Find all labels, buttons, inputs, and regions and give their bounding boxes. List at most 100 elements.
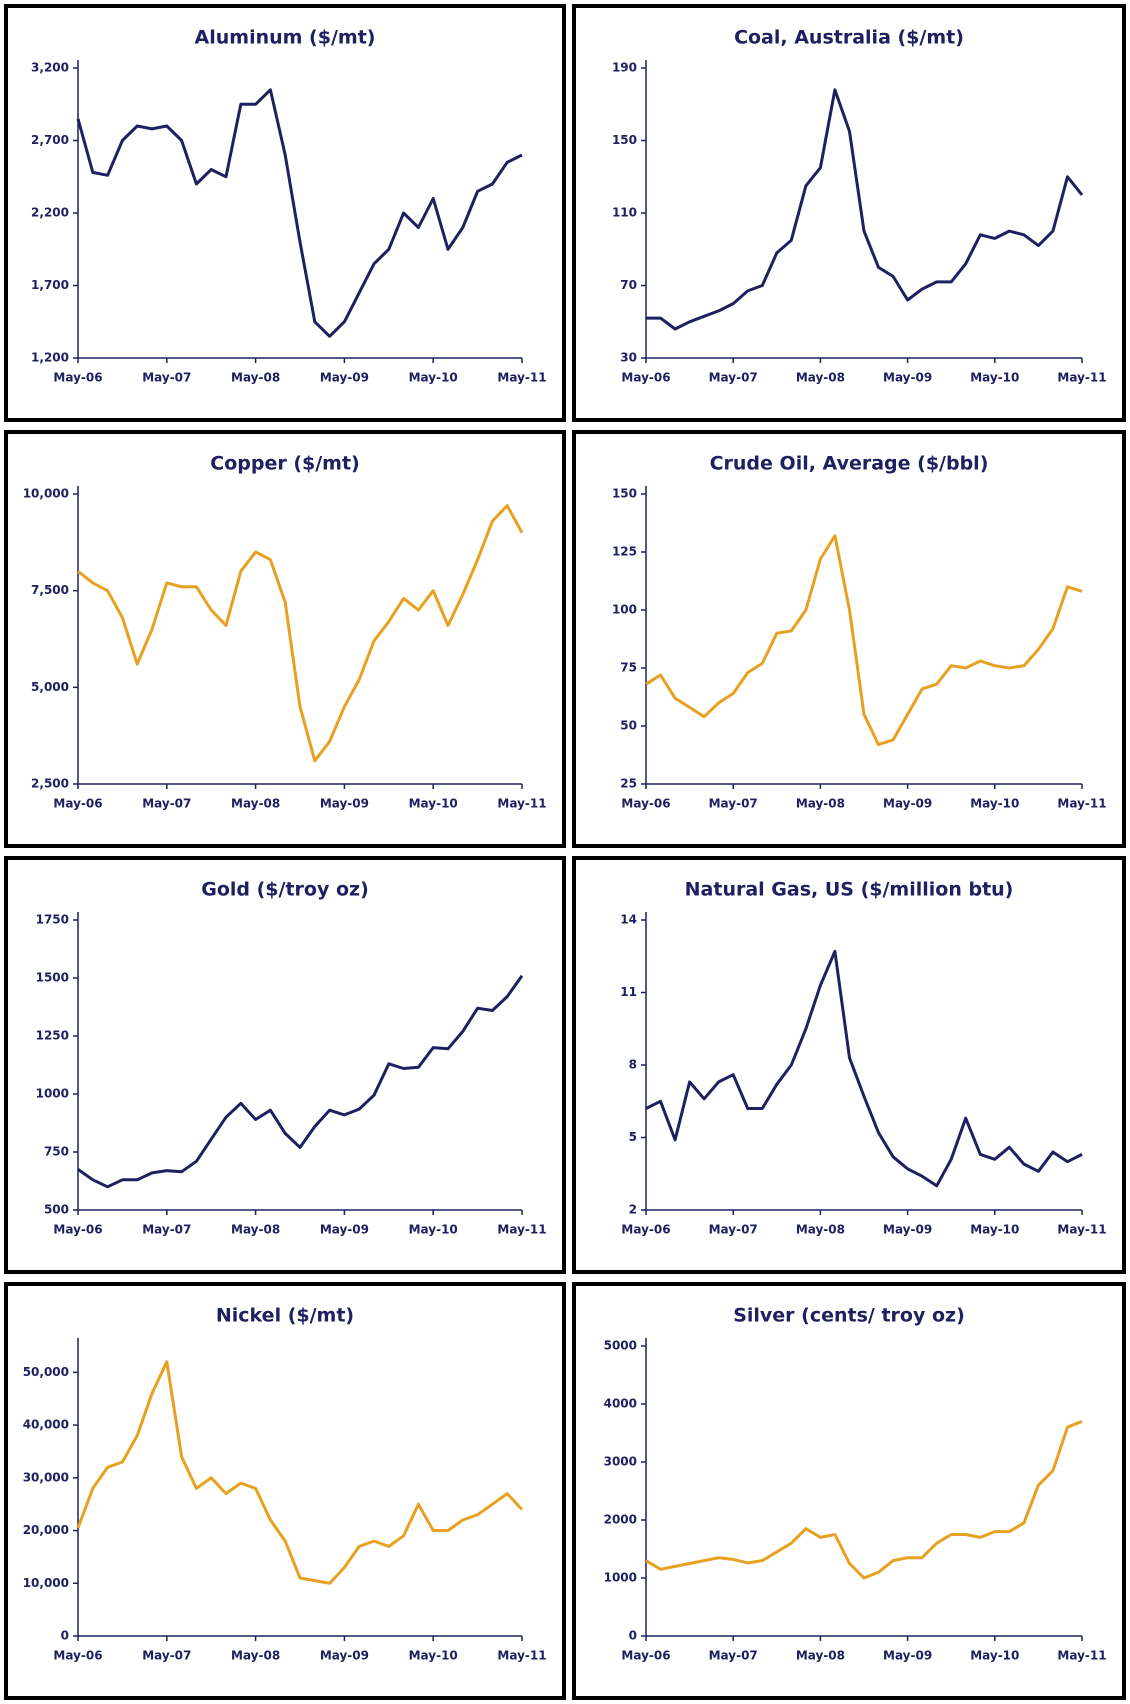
chart-title: Crude Oil, Average ($/bbl) (710, 453, 989, 475)
y-tick-label: 1,700 (31, 278, 69, 292)
y-tick-label: 110 (612, 206, 637, 220)
x-tick-label: May-10 (409, 371, 458, 385)
chart-title: Coal, Australia ($/mt) (734, 27, 964, 49)
y-tick-label: 2 (629, 1203, 637, 1217)
y-tick-label: 2000 (604, 1513, 637, 1527)
x-tick-label: May-11 (497, 1649, 546, 1663)
y-tick-label: 1750 (36, 913, 69, 927)
x-tick-label: May-11 (1057, 797, 1106, 811)
x-tick-label: May-11 (497, 1223, 546, 1237)
y-tick-label: 30 (620, 351, 637, 365)
y-tick-label: 0 (629, 1629, 637, 1643)
x-tick-label: May-07 (709, 797, 758, 811)
y-tick-label: 5 (629, 1130, 637, 1144)
y-tick-label: 3000 (604, 1455, 637, 1469)
x-tick-label: May-08 (796, 371, 845, 385)
x-tick-label: May-06 (53, 1649, 102, 1663)
x-tick-label: May-10 (409, 1223, 458, 1237)
y-tick-label: 2,700 (31, 133, 69, 147)
x-tick-label: May-09 (883, 797, 932, 811)
data-line (645, 534, 1083, 747)
y-tick-label: 150 (612, 133, 637, 147)
x-tick-label: May-09 (320, 797, 369, 811)
y-tick-label: 7,500 (31, 583, 69, 597)
y-tick-label: 0 (61, 1629, 69, 1643)
chart-title: Aluminum ($/mt) (195, 27, 376, 49)
x-tick-label: May-06 (621, 1649, 670, 1663)
y-tick-label: 1500 (36, 971, 69, 985)
x-tick-label: May-06 (53, 797, 102, 811)
y-tick-label: 30,000 (23, 1470, 69, 1484)
y-tick-label: 1,200 (31, 351, 69, 365)
chart-title: Gold ($/troy oz) (201, 879, 369, 901)
panel-border (572, 430, 1126, 848)
x-tick-label: May-06 (53, 371, 102, 385)
y-tick-label: 190 (612, 61, 637, 75)
panel-border (4, 4, 566, 422)
panel-border (572, 1282, 1126, 1700)
y-tick-label: 20,000 (23, 1523, 69, 1537)
x-tick-label: May-11 (1057, 1649, 1106, 1663)
y-tick-label: 40,000 (23, 1418, 69, 1432)
data-line (76, 1360, 524, 1585)
chart-title: Nickel ($/mt) (216, 1305, 354, 1327)
panel-border (4, 430, 566, 848)
y-tick-label: 8 (629, 1058, 637, 1072)
x-tick-label: May-09 (320, 1223, 369, 1237)
y-tick-label: 125 (612, 545, 637, 559)
y-tick-label: 11 (620, 985, 637, 999)
x-tick-label: May-09 (883, 1649, 932, 1663)
x-tick-label: May-11 (497, 797, 546, 811)
x-tick-label: May-10 (970, 1223, 1019, 1237)
panel-border (4, 1282, 566, 1700)
x-tick-label: May-10 (409, 797, 458, 811)
y-tick-label: 100 (612, 603, 637, 617)
x-tick-label: May-09 (883, 1223, 932, 1237)
y-tick-label: 2,500 (31, 777, 69, 791)
y-tick-label: 500 (44, 1203, 69, 1217)
y-tick-label: 5,000 (31, 680, 69, 694)
x-tick-label: May-06 (621, 371, 670, 385)
x-tick-label: May-08 (796, 1649, 845, 1663)
x-tick-label: May-11 (1057, 371, 1106, 385)
chart-title: Copper ($/mt) (210, 453, 359, 475)
x-tick-label: May-06 (53, 1223, 102, 1237)
y-tick-label: 75 (620, 661, 637, 675)
x-tick-label: May-10 (970, 1649, 1019, 1663)
y-tick-label: 14 (620, 913, 637, 927)
x-tick-label: May-09 (883, 371, 932, 385)
x-tick-label: May-11 (497, 371, 546, 385)
x-tick-label: May-10 (970, 797, 1019, 811)
x-tick-label: May-07 (709, 1223, 758, 1237)
data-line (646, 88, 1084, 331)
y-tick-label: 1250 (36, 1029, 69, 1043)
x-tick-label: May-11 (1057, 1223, 1106, 1237)
y-tick-label: 25 (620, 777, 637, 791)
panel-border (572, 856, 1126, 1274)
y-tick-label: 750 (44, 1145, 69, 1159)
y-tick-label: 1000 (604, 1571, 637, 1585)
y-tick-label: 2,200 (31, 206, 69, 220)
x-tick-label: May-08 (796, 797, 845, 811)
data-line (77, 974, 524, 1189)
x-tick-label: May-08 (231, 1649, 280, 1663)
x-tick-label: May-06 (621, 1223, 670, 1237)
x-tick-label: May-10 (970, 371, 1019, 385)
x-tick-label: May-09 (320, 371, 369, 385)
x-tick-label: May-07 (142, 797, 191, 811)
y-tick-label: 150 (612, 487, 637, 501)
x-tick-label: May-07 (709, 371, 758, 385)
data-line (645, 1420, 1083, 1580)
y-tick-label: 50,000 (23, 1365, 69, 1379)
x-tick-label: May-07 (709, 1649, 758, 1663)
x-tick-label: May-06 (621, 797, 670, 811)
data-line (77, 504, 524, 763)
y-tick-label: 3,200 (31, 61, 69, 75)
x-tick-label: May-10 (409, 1649, 458, 1663)
y-tick-label: 50 (620, 719, 637, 733)
y-tick-label: 5000 (604, 1339, 637, 1353)
panel-border (4, 856, 566, 1274)
y-tick-label: 4000 (604, 1397, 637, 1411)
x-tick-label: May-08 (231, 371, 280, 385)
